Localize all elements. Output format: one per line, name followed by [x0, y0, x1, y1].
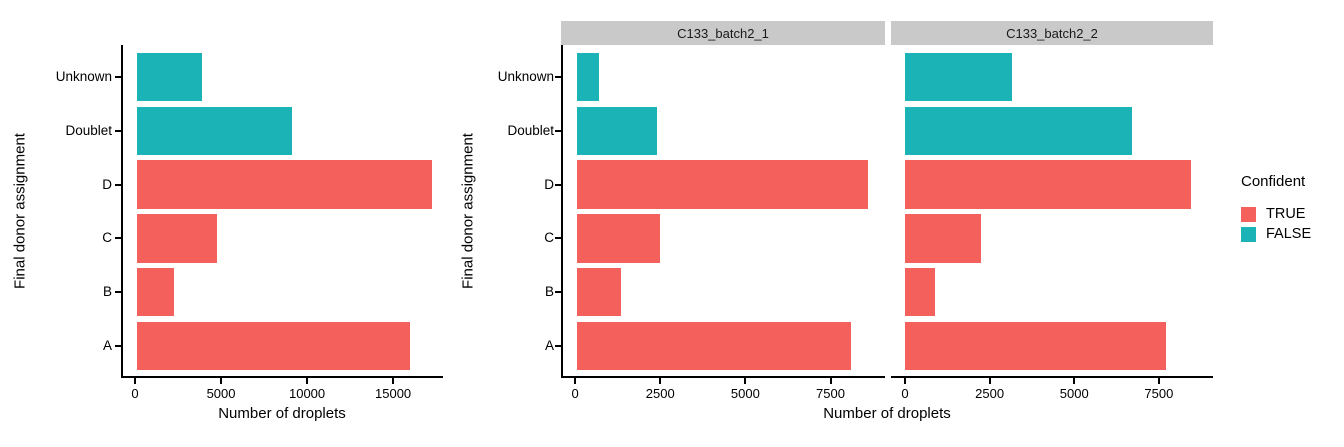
bar-panel2-b — [905, 267, 935, 317]
x-axis-title-facet-chart: Number of droplets — [823, 405, 951, 422]
x-tick-panel0-5000 — [220, 378, 223, 384]
y-tick-label-unknown: Unknown — [497, 69, 554, 85]
x-tick-panel2-0 — [904, 378, 906, 384]
y-tick-label-d: D — [544, 176, 554, 192]
x-tick-label-panel1-7500: 7500 — [816, 386, 845, 401]
y-tick-label-a: A — [102, 337, 112, 353]
y-tick-panel0-a — [115, 344, 121, 347]
x-tick-panel0-10000 — [306, 378, 309, 384]
y-tick-label-c: C — [544, 230, 554, 246]
x-tick-label-panel0-5000: 5000 — [206, 386, 236, 401]
y-tick-label-c: C — [102, 230, 112, 246]
bar-panel0-c — [136, 214, 218, 263]
x-tick-label-panel1-0: 0 — [571, 386, 579, 401]
bar-panel2-doublet — [905, 106, 1132, 156]
x-tick-panel1-0 — [574, 378, 577, 384]
y-tick-panel0-doublet — [115, 129, 121, 132]
bar-panel0-b — [136, 267, 174, 317]
bar-panel1-unknown — [577, 53, 599, 102]
legend: Confident TRUE FALSE — [1241, 174, 1311, 246]
bar-panel2-a — [905, 321, 1166, 370]
y-tick-panel1-unknown — [555, 76, 561, 79]
y-tick-panel1-doublet — [555, 129, 561, 132]
y-tick-panel0-c — [115, 237, 121, 240]
bar-panel0-a — [136, 321, 411, 370]
bar-panel2-d — [905, 160, 1191, 209]
bar-panel0-doublet — [136, 106, 292, 156]
x-tick-panel0-0 — [134, 378, 136, 384]
x-tick-label-panel0-0: 0 — [131, 386, 139, 401]
facet-strip-1-label: C133_batch2_1 — [677, 25, 769, 41]
y-tick-label-doublet: Doublet — [65, 122, 112, 138]
y-tick-label-a: A — [544, 337, 554, 353]
legend-label-true: TRUE — [1266, 206, 1306, 222]
x-tick-panel2-5000 — [1073, 378, 1076, 384]
legend-title: Confident — [1241, 173, 1306, 190]
legend-entry-false: FALSE — [1241, 226, 1311, 242]
x-tick-label-panel2-0: 0 — [901, 386, 909, 401]
left-chart-panel — [121, 45, 443, 378]
y-tick-panel0-unknown — [115, 76, 121, 79]
facet-panel-2 — [891, 45, 1213, 378]
y-tick-label-b: B — [544, 284, 554, 300]
y-tick-label-doublet: Doublet — [507, 122, 554, 138]
x-tick-label-panel2-2500: 2500 — [975, 386, 1005, 401]
y-tick-panel1-c — [555, 237, 561, 240]
facet-strip-1: C133_batch2_1 — [561, 21, 885, 45]
bar-panel1-b — [577, 267, 621, 317]
bar-panel1-c — [577, 214, 660, 263]
facet-strip-2-label: C133_batch2_2 — [1006, 25, 1098, 41]
y-axis-title-left-chart: Final donor assignment — [11, 133, 29, 289]
x-tick-panel0-15000 — [392, 378, 395, 384]
facet-panel-1 — [561, 45, 885, 378]
x-tick-panel2-2500 — [988, 378, 991, 384]
bar-panel0-d — [136, 160, 432, 209]
x-axis-title-left-chart: Number of droplets — [218, 405, 346, 422]
bar-panel2-c — [905, 214, 982, 263]
y-tick-panel1-d — [555, 183, 561, 186]
legend-swatch-true-icon — [1241, 206, 1256, 222]
x-tick-panel2-7500 — [1157, 378, 1160, 384]
x-tick-panel1-2500 — [659, 378, 662, 384]
bar-panel1-d — [577, 160, 869, 209]
x-tick-panel1-7500 — [829, 378, 832, 384]
y-tick-label-unknown: Unknown — [55, 69, 112, 85]
bar-panel0-unknown — [136, 53, 202, 102]
y-tick-label-d: D — [102, 176, 112, 192]
y-tick-panel0-d — [115, 183, 121, 186]
legend-entry-true: TRUE — [1241, 206, 1311, 222]
x-tick-label-panel0-10000: 10000 — [288, 386, 326, 401]
x-tick-label-panel0-15000: 15000 — [375, 386, 412, 401]
y-tick-panel0-b — [115, 291, 121, 294]
x-tick-label-panel1-2500: 2500 — [645, 386, 675, 401]
bar-panel2-unknown — [905, 53, 1012, 102]
facet-strip-2: C133_batch2_2 — [891, 21, 1213, 45]
legend-label-false: FALSE — [1266, 226, 1312, 242]
bar-panel1-doublet — [577, 106, 657, 156]
x-tick-label-panel2-5000: 5000 — [1059, 386, 1089, 401]
y-tick-panel1-b — [555, 291, 561, 294]
y-tick-panel1-a — [555, 344, 561, 347]
x-tick-panel1-5000 — [744, 378, 747, 384]
y-tick-label-b: B — [102, 284, 112, 300]
bar-panel1-a — [577, 321, 852, 370]
x-tick-label-panel2-7500: 7500 — [1144, 386, 1174, 401]
x-tick-label-panel1-5000: 5000 — [730, 386, 760, 401]
legend-swatch-false-icon — [1241, 226, 1256, 242]
y-axis-title-facet-chart: Final donor assignment — [459, 133, 477, 289]
